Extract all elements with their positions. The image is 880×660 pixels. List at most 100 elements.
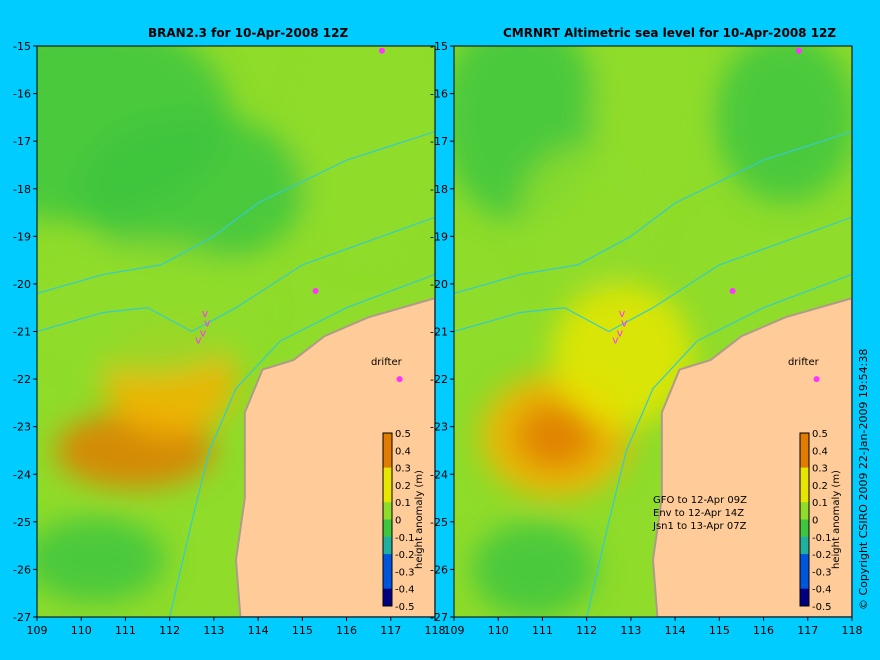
x-tick-label: 111	[532, 624, 553, 637]
y-tick-label: -19	[13, 230, 31, 243]
colorbar-tick-label: 0.3	[395, 464, 411, 475]
colorbar-tick-label: -0.3	[395, 567, 415, 578]
x-tick-label: 114	[248, 624, 269, 637]
x-tick-label: 112	[159, 624, 180, 637]
y-tick-label: -19	[430, 230, 448, 243]
anomaly-feature	[37, 517, 166, 603]
x-tick-label: 117	[797, 624, 818, 637]
y-tick-label: -27	[430, 611, 448, 624]
drifter-marker	[795, 47, 802, 54]
y-tick-label: -25	[13, 516, 31, 529]
colorbar-tick-label: 0.2	[812, 481, 828, 492]
x-tick-label: 115	[292, 624, 313, 637]
drifter-track-marker: v	[612, 333, 619, 346]
anomaly-feature	[76, 112, 307, 265]
y-tick-label: -15	[13, 40, 31, 53]
x-tick-label: 118	[842, 624, 863, 637]
drifter-track-marker: v	[617, 326, 624, 339]
y-tick-label: -15	[430, 40, 448, 53]
drifter-marker	[396, 376, 403, 383]
colorbar-segment	[800, 467, 809, 486]
altimetry-note: Env to 12-Apr 14Z	[653, 508, 744, 519]
colorbar-frame	[382, 432, 393, 607]
colorbar-tick-label: -0.2	[395, 550, 415, 561]
bathymetry-contour	[454, 131, 852, 295]
colorbar-segment	[383, 554, 392, 572]
drifter-track-marker: v	[619, 307, 626, 320]
anomaly-feature	[297, 46, 435, 261]
colorbar-label: height anomaly (m)	[831, 470, 842, 569]
left-panel-title: BRAN2.3 for 10-Apr-2008 12Z	[148, 26, 349, 40]
y-tick-label: -16	[430, 88, 448, 101]
altimetry-note: GFO to 12-Apr 09Z	[653, 495, 747, 506]
y-tick-label: -20	[430, 278, 448, 291]
x-tick-label: 115	[709, 624, 730, 637]
x-tick-label: 116	[753, 624, 774, 637]
colorbar-tick-label: 0	[395, 516, 401, 527]
colorbar-tick-label: -0.2	[812, 550, 832, 561]
colorbar-segment	[383, 467, 392, 486]
x-tick-label: 112	[576, 624, 597, 637]
y-tick-label: -24	[13, 468, 31, 481]
colorbar-segment	[800, 519, 809, 538]
x-tick-label: 114	[665, 624, 686, 637]
colorbar-tick-label: 0.4	[395, 446, 411, 457]
bathymetry-contour	[37, 131, 435, 295]
x-tick-label: 118	[425, 624, 446, 637]
colorbar-segment	[383, 502, 392, 520]
colorbar-tick-label: -0.4	[812, 585, 832, 596]
colorbar-segment	[800, 536, 809, 555]
colorbar-tick-label: 0.5	[812, 429, 828, 440]
drifter-track-marker: v	[621, 317, 628, 330]
y-tick-label: -21	[13, 326, 31, 339]
x-tick-label: 110	[71, 624, 92, 637]
colorbar-tick-label: 0.5	[395, 429, 411, 440]
colorbar-tick-label: -0.5	[395, 602, 415, 613]
y-tick-label: -26	[430, 563, 448, 576]
drifter-marker	[729, 288, 736, 295]
colorbar-tick-label: -0.5	[812, 602, 832, 613]
colorbar-segment	[800, 588, 809, 607]
colorbar-tick-label: -0.3	[812, 567, 832, 578]
colorbar-segment	[383, 571, 392, 590]
y-tick-label: -20	[13, 278, 31, 291]
y-tick-label: -24	[430, 468, 448, 481]
colorbar-segment	[800, 502, 809, 520]
colorbar-segment	[800, 450, 809, 469]
x-tick-label: 111	[115, 624, 136, 637]
colorbar-tick-label: -0.4	[395, 585, 415, 596]
colorbar-tick-label: -0.1	[812, 533, 832, 544]
copyright-text: © Copyright CSIRO 2009 22-Jan-2009 19:54…	[857, 348, 870, 610]
drifter-track-marker: v	[200, 326, 207, 339]
x-tick-label: 116	[336, 624, 357, 637]
drifter-marker	[378, 47, 385, 54]
y-tick-label: -21	[430, 326, 448, 339]
colorbar-segment	[800, 554, 809, 572]
colorbar-tick-label: 0.1	[395, 498, 411, 509]
colorbar-segment	[383, 536, 392, 555]
drifter-track-marker: v	[202, 307, 209, 320]
colorbar-frame	[799, 432, 810, 607]
x-tick-label: 109	[444, 624, 465, 637]
x-tick-label: 110	[488, 624, 509, 637]
colorbar-tick-label: 0.2	[395, 481, 411, 492]
colorbar-tick-label: 0.1	[812, 498, 828, 509]
x-tick-label: 117	[380, 624, 401, 637]
y-tick-label: -23	[13, 421, 31, 434]
colorbar-segment	[383, 450, 392, 469]
y-tick-label: -18	[430, 183, 448, 196]
bathymetry-contour	[37, 216, 435, 333]
colorbar-segment	[800, 571, 809, 590]
y-tick-label: -17	[430, 135, 448, 148]
anomaly-feature	[714, 46, 852, 203]
drifter-track-marker: v	[195, 333, 202, 346]
anomaly-feature	[591, 46, 698, 203]
drifter-marker	[813, 376, 820, 383]
colorbar-tick-label: 0.3	[812, 464, 828, 475]
x-tick-label: 109	[27, 624, 48, 637]
y-tick-label: -25	[430, 516, 448, 529]
colorbar-segment	[800, 484, 809, 503]
